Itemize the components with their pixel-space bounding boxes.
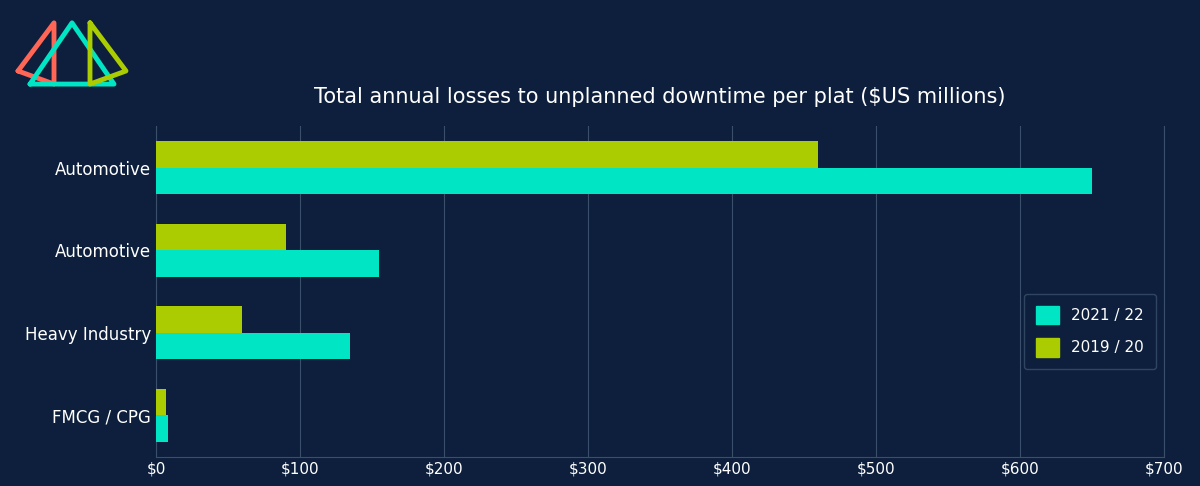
Bar [156,141,818,168]
Bar [156,307,242,333]
Bar [156,168,1092,194]
Bar [156,333,350,359]
Text: Total annual losses to unplanned downtime per plat ($US millions): Total annual losses to unplanned downtim… [314,87,1006,107]
Bar [156,224,286,250]
Bar [156,250,379,277]
Legend: 2021 / 22, 2019 / 20: 2021 / 22, 2019 / 20 [1024,294,1157,369]
Bar [156,389,166,416]
Bar [156,416,168,442]
